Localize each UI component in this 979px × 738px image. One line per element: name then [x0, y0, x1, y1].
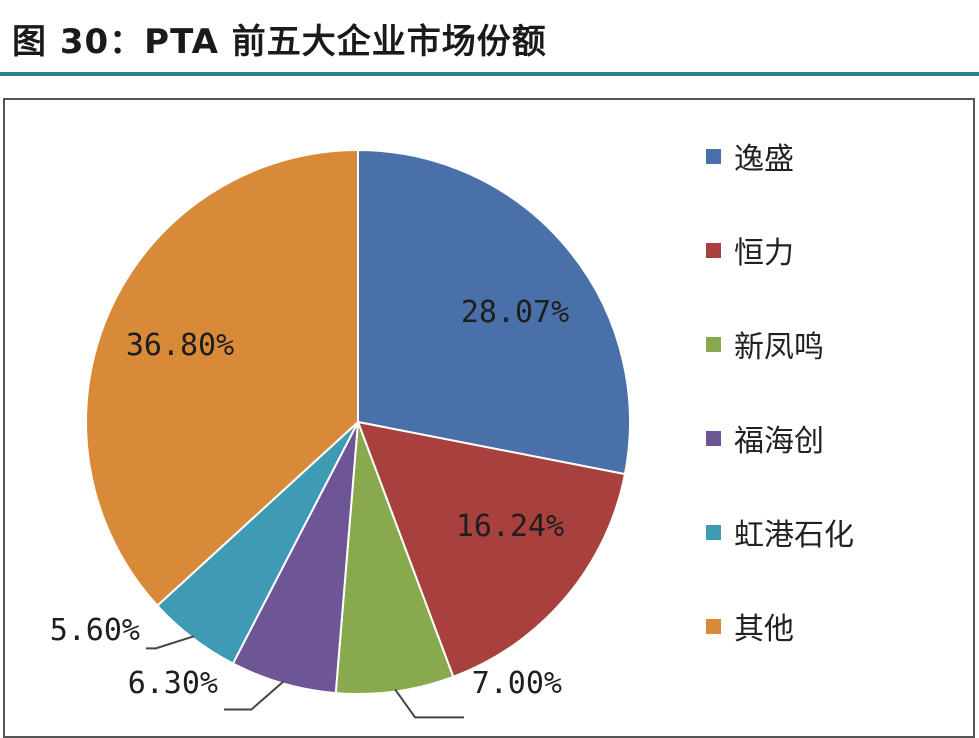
figure-title: 图 30：PTA 前五大企业市场份额 [12, 22, 547, 62]
leader-line-3 [224, 680, 285, 711]
pie-chart: 28.07% 16.24% 7.00% 6.30% 5.60% 36.80% 逸盛恒力新凤… [50, 142, 854, 719]
slice-label-4: 5.60% [50, 613, 140, 648]
legend-swatch-1 [706, 243, 721, 258]
slice-label-2: 7.00% [472, 666, 562, 701]
pie-slice-1 [356, 420, 627, 679]
legend-label-3: 福海创 [734, 424, 824, 459]
legend-label-4: 虹港石化 [734, 518, 854, 553]
pie-slices [85, 148, 631, 695]
title-rule [0, 72, 979, 76]
legend-swatch-4 [706, 525, 721, 540]
pie-slice-5 [85, 148, 359, 608]
legend-swatch-0 [706, 149, 721, 164]
slice-label-0: 28.07% [461, 295, 569, 330]
pie-slice-0 [357, 148, 631, 476]
slice-label-5: 36.80% [126, 328, 234, 363]
legend-swatch-2 [706, 337, 721, 352]
legend-swatch-3 [706, 431, 721, 446]
legend-label-1: 恒力 [734, 236, 794, 271]
legend-label-5: 其他 [734, 612, 794, 647]
figure-header: 图 30：PTA 前五大企业市场份额 [0, 0, 979, 78]
leader-line-4 [146, 635, 195, 650]
legend-label-2: 新凤鸣 [734, 330, 824, 365]
legend-label-0: 逸盛 [734, 142, 794, 177]
legend-swatch-5 [706, 619, 721, 634]
slice-labels: 28.07% 16.24% 7.00% 6.30% 5.60% 36.80% [50, 295, 570, 701]
leader-lines [146, 635, 464, 719]
leader-line-2 [394, 688, 464, 719]
slice-label-1: 16.24% [456, 509, 564, 544]
slice-label-3: 6.30% [128, 666, 218, 701]
